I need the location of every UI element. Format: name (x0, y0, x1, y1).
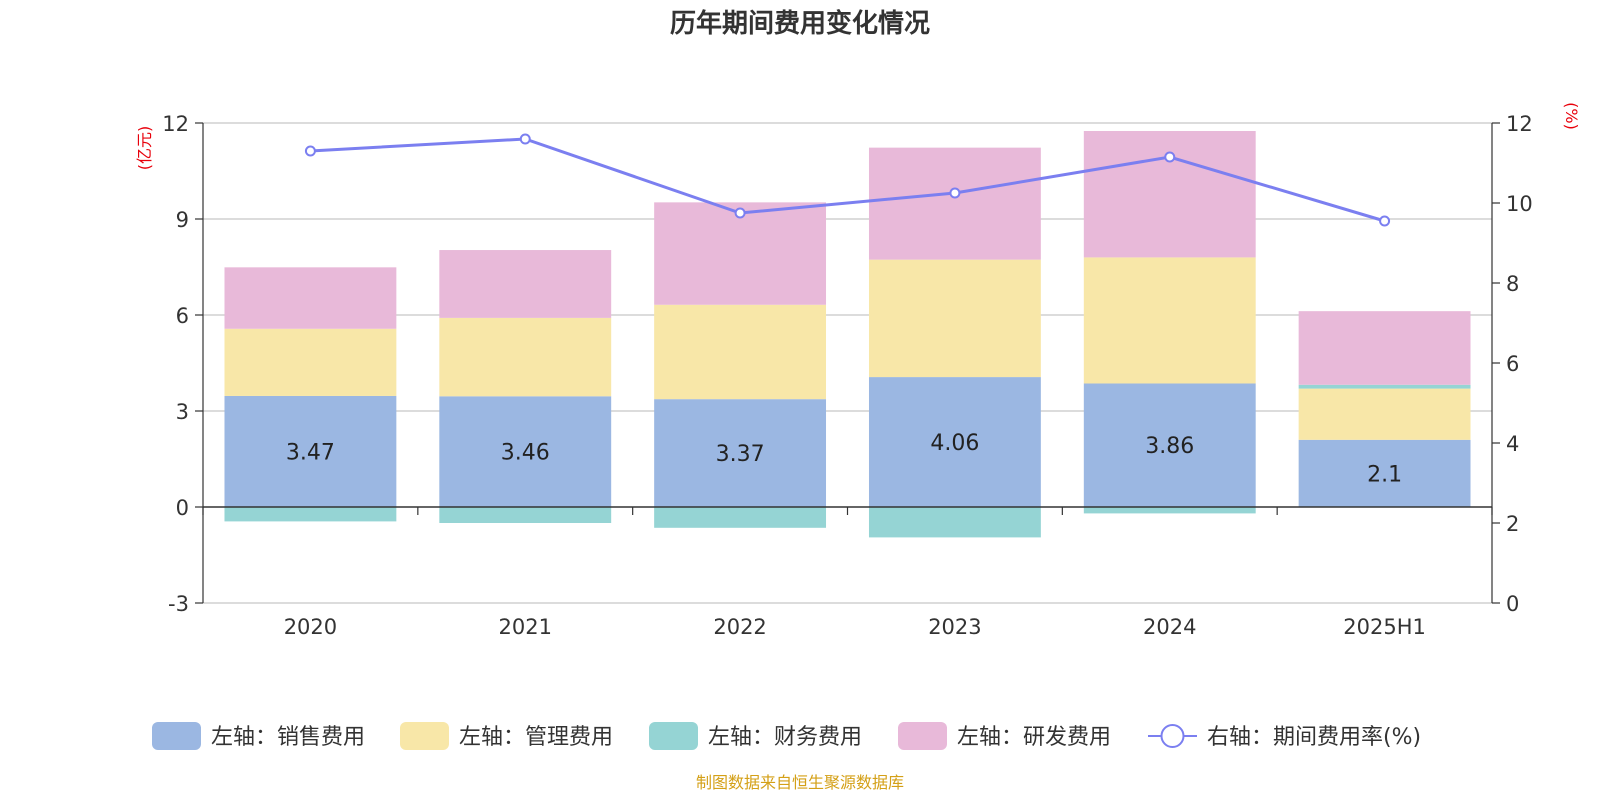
rate-point-2021 (519, 133, 531, 145)
right-axis-tick-label: 8 (1506, 272, 1519, 296)
bar-rnd-2021 (439, 250, 612, 318)
bar-value-label: 3.46 (501, 441, 550, 466)
bar-value-label: 3.47 (286, 440, 335, 465)
left-axis-unit: (亿元) (135, 126, 154, 171)
bar-sales-2020 (224, 395, 397, 507)
bar-admin-2024 (1083, 257, 1256, 384)
chart-title: 历年期间费用变化情况 (670, 8, 930, 39)
right-axis-unit: (%) (1562, 102, 1581, 130)
right-axis-tick-label: 0 (1506, 592, 1519, 616)
right-axis-tick-label: 4 (1506, 432, 1519, 456)
bar-rnd-2025H1 (1298, 311, 1471, 385)
left-axis-tick-label: 0 (176, 496, 189, 520)
rate-point-2020 (304, 145, 316, 157)
bar-admin-2020 (224, 328, 397, 396)
bar-admin-2022 (654, 304, 827, 400)
rate-point-2024 (1164, 151, 1176, 163)
right-axis-tick-label: 12 (1506, 112, 1533, 136)
bar-finance-2025H1 (1298, 384, 1471, 389)
bar-sales-2021 (439, 396, 612, 507)
rate-line-series (304, 133, 1391, 227)
legend-swatch-admin (400, 722, 449, 750)
bar-value-label: 3.37 (716, 442, 765, 467)
left-axis-tick-label: 9 (176, 208, 189, 232)
bar-sales-2025H1 (1298, 439, 1471, 507)
right-axis-tick-label: 10 (1506, 192, 1533, 216)
legend-label-rnd: 左轴：研发费用 (957, 725, 1111, 750)
bar-value-label: 2.1 (1367, 462, 1402, 487)
grid-lines (203, 122, 1492, 604)
x-axis-tick-label: 2021 (499, 615, 552, 639)
bar-finance-2021 (439, 507, 612, 523)
axes: -3 0 3 6 9 12 0 2 4 6 8 10 12 2020 2021 2022 2023 2024 202… (162, 112, 1532, 639)
legend: 左轴：销售费用 左轴：管理费用 左轴：财务费用 左轴：研发费用 右轴：期间费用率(%) (152, 722, 1421, 750)
left-axis-tick-label: 6 (176, 304, 189, 328)
legend-swatch-sales (152, 722, 201, 750)
right-axis-tick-label: 2 (1506, 512, 1519, 536)
bar-rnd-2022 (654, 202, 827, 305)
x-axis-tick-label: 2023 (928, 615, 981, 639)
rate-point-2023 (949, 187, 961, 199)
x-axis-tick-label: 2020 (284, 615, 337, 639)
legend-circle-swatch (1160, 724, 1185, 748)
source-note: 制图数据来自恒生聚源数据库 (696, 773, 904, 792)
left-axis-tick-label: 3 (176, 400, 189, 424)
bar-admin-2023 (868, 259, 1041, 378)
bar-rnd-2020 (224, 267, 397, 329)
bar-admin-2021 (439, 317, 612, 397)
bar-rnd-2023 (868, 147, 1041, 260)
bar-sales-2022 (654, 399, 827, 507)
bar-sales-2023 (868, 377, 1041, 507)
bar-value-label: 3.86 (1145, 434, 1194, 459)
bar-rnd-2024 (1083, 131, 1256, 258)
bar-finance-2022 (654, 507, 827, 528)
bar-sales-2024 (1083, 383, 1256, 507)
x-axis-tick-label: 2024 (1143, 615, 1196, 639)
legend-label-finance: 左轴：财务费用 (708, 725, 862, 750)
legend-label-rate: 右轴：期间费用率(%) (1207, 725, 1421, 750)
bar-finance-2023 (868, 507, 1041, 538)
data-labels: 3.47 3.46 3.37 4.06 3.86 2.1 (286, 431, 1402, 487)
x-axis-tick-label: 2022 (713, 615, 766, 639)
left-axis-tick-label: -3 (168, 592, 189, 616)
rate-point-2022 (734, 207, 746, 219)
legend-swatch-rnd (898, 722, 947, 750)
legend-label-admin: 左轴：管理费用 (459, 725, 613, 750)
rate-line (310, 137, 1386, 223)
left-axis-tick-label: 12 (162, 112, 189, 136)
bar-series (224, 131, 1471, 538)
x-axis-tick-label: 2025H1 (1343, 615, 1426, 639)
legend-swatch-finance (649, 722, 698, 750)
bar-finance-2024 (1083, 507, 1256, 514)
legend-label-sales: 左轴：销售费用 (211, 725, 365, 750)
bar-finance-2020 (224, 507, 397, 522)
right-axis-tick-label: 6 (1506, 352, 1519, 376)
rate-point-2025H1 (1379, 215, 1391, 227)
bar-value-label: 4.06 (930, 431, 979, 456)
bar-admin-2025H1 (1298, 388, 1471, 440)
